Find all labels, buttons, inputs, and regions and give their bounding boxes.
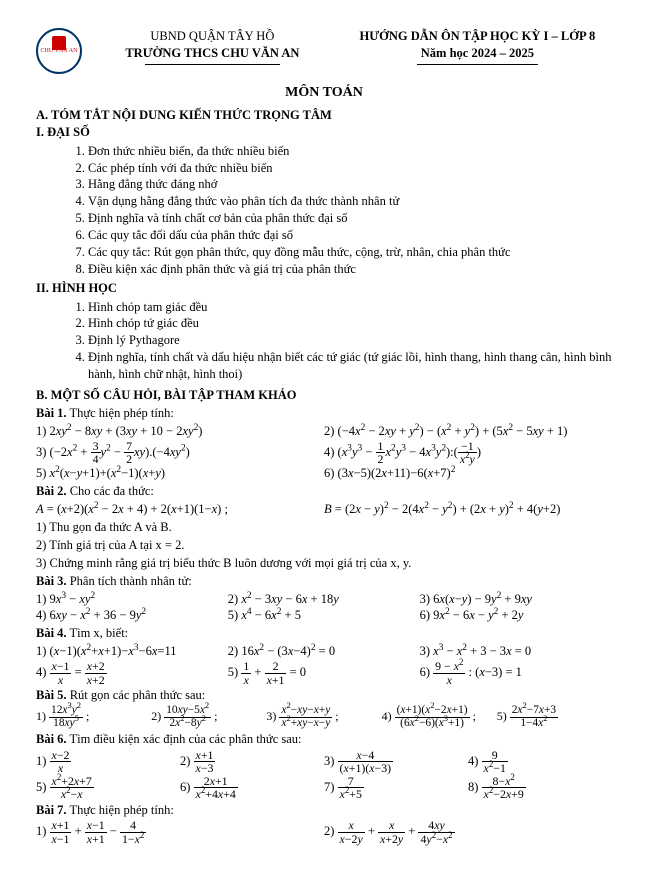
bai7-desc: Thực hiện phép tính: [69,803,173,817]
list-item: Các quy tắc đổi dấu của phân thức đại số [88,227,612,244]
bai2-desc: Cho các đa thức: [70,484,154,498]
bai3-title: Bài 3. [36,574,67,588]
bai7-head: Bài 7. Thực hiện phép tính: [36,802,612,819]
bai1-row2: 3) (−2x2 + 34y2 − 72xy).(−4xy2) 4) (x3y3… [36,440,612,466]
bai6-p7: 7) 7x2+5 [324,775,468,801]
bai5-row: 1) 12x3y218xy5 ; 2) 10xy−5x22x2−8y2 ; 3)… [36,705,612,730]
bai3-p1: 1) 9x3 − xy2 [36,591,228,608]
bai3-p2: 2) x2 − 3xy − 6x + 18y [228,591,420,608]
subject-title: MÔN TOÁN [36,84,612,103]
list-item: Định nghĩa và tính chất cơ bản của phân … [88,210,612,227]
bai1-p4: 4) (x3y3 − 12x2y3 − 4x3y2):(−1x2y) [324,440,612,466]
section-ii-list: Hình chóp tam giác đều Hình chóp tứ giác… [36,299,612,383]
list-item: Hình chóp tam giác đều [88,299,612,316]
bai1-p5: 5) x2(x−y+1)+(x2−1)(x+y) [36,465,324,482]
logo-text: CHU VĂN AN [41,47,78,55]
header-left: UBND QUẬN TÂY HỒ TRƯỜNG THCS CHU VĂN AN [90,28,335,65]
bai5-p5: 5) 2x2−7x+31−4x2 [497,705,612,730]
bai6-p5: 5) x2+2x+7x2−x [36,775,180,801]
school-logo-icon: CHU VĂN AN [36,28,82,74]
list-item: Vận dụng hằng đẳng thức vào phân tích đa… [88,193,612,210]
bai7-p2: 2) xx−2y + xx+2y + 4xy4y2−x2 [324,819,612,845]
bai1-row1: 1) 2xy2 − 8xy + (3xy + 10 − 2xy2) 2) (−4… [36,423,612,440]
bai2-q1: 1) Thu gọn đa thức A và B. [36,519,612,536]
bai4-p1: 1) (x−1)(x2+x+1)−x3−6x=11 [36,643,228,660]
bai2-head: Bài 2. Cho các đa thức: [36,483,612,500]
bai4-title: Bài 4. [36,626,67,640]
bai6-p6: 6) 2x+1x2+4x+4 [180,775,324,801]
bai5-p1: 1) 12x3y218xy5 ; [36,705,151,730]
section-i-list: Đơn thức nhiều biến, đa thức nhiều biến … [36,143,612,278]
bai3-p3: 3) 6x(x−y) − 9y2 + 9xy [420,591,612,608]
bai3-row1: 1) 9x3 − xy2 2) x2 − 3xy − 6x + 18y 3) 6… [36,591,612,608]
bai1-p3: 3) (−2x2 + 34y2 − 72xy).(−4xy2) [36,440,324,466]
section-a-head: A. TÓM TẮT NỘI DUNG KIẾN THỨC TRỌNG TÂM [36,107,612,124]
bai6-p2: 2) x+1x−3 [180,749,324,775]
bai5-title: Bài 5. [36,688,67,702]
bai5-p3: 3) x2−xy−x+yx2+xy−x−y ; [266,705,381,730]
bai2-exprs: A = (x+2)(x2 − 2x + 4) + 2(x+1)(1−x) ; B… [36,501,612,518]
list-item: Hằng đẳng thức đáng nhớ [88,176,612,193]
bai2-B: B = (2x − y)2 − 2(4x2 − y2) + (2x + y)2 … [324,501,612,518]
bai1-row3: 5) x2(x−y+1)+(x2−1)(x+y) 6) (3x−5)(2x+11… [36,465,612,482]
bai6-row2: 5) x2+2x+7x2−x 6) 2x+1x2+4x+4 7) 7x2+5 8… [36,775,612,801]
school-year: Năm học 2024 – 2025 [343,45,612,62]
bai4-desc: Tìm x, biết: [69,626,128,640]
bai1-head: Bài 1. Thực hiện phép tính: [36,405,612,422]
bai3-p6: 6) 9x2 − 6x − y2 + 2y [420,607,612,624]
bai2-A: A = (x+2)(x2 − 2x + 4) + 2(x+1)(1−x) ; [36,501,324,518]
bai7-row: 1) x+1x−1 + x−1x+1 − 41−x2 2) xx−2y + xx… [36,819,612,845]
bai3-p5: 5) x4 − 6x2 + 5 [228,607,420,624]
bai4-p3: 3) x3 − x2 + 3 − 3x = 0 [420,643,612,660]
bai2-q3: 3) Chứng minh rằng giá trị biểu thức B l… [36,555,612,572]
bai4-head: Bài 4. Tìm x, biết: [36,625,612,642]
section-ii-head: II. HÌNH HỌC [36,280,612,297]
bai6-p8: 8) 8−x2x2−2x+9 [468,775,612,801]
bai4-row1: 1) (x−1)(x2+x+1)−x3−6x=11 2) 16x2 − (3x−… [36,643,612,660]
bai1-desc: Thực hiện phép tính: [69,406,173,420]
bai6-desc: Tìm điều kiện xác định của các phân thức… [69,732,301,746]
bai1-title: Bài 1. [36,406,67,420]
header: CHU VĂN AN UBND QUẬN TÂY HỒ TRƯỜNG THCS … [36,28,612,74]
header-right: HƯỚNG DẪN ÔN TẬP HỌC KỲ I – LỚP 8 Năm họ… [343,28,612,65]
section-i-head: I. ĐẠI SỐ [36,124,612,141]
bai2-q2: 2) Tính giá trị của A tại x = 2. [36,537,612,554]
section-b-head: B. MỘT SỐ CÂU HỎI, BÀI TẬP THAM KHẢO [36,387,612,404]
district-line: UBND QUẬN TÂY HỒ [90,28,335,45]
bai4-p2: 2) 16x2 − (3x−4)2 = 0 [228,643,420,660]
bai5-p4: 4) (x+1)(x2−2x+1)(6x2−6)(x3+1) ; [382,705,497,730]
bai1-p6: 6) (3x−5)(2x+11)−6(x+7)2 [324,465,612,482]
bai7-p1: 1) x+1x−1 + x−1x+1 − 41−x2 [36,819,324,845]
bai6-title: Bài 6. [36,732,67,746]
bai6-head: Bài 6. Tìm điều kiện xác định của các ph… [36,731,612,748]
list-item: Đơn thức nhiều biến, đa thức nhiều biến [88,143,612,160]
list-item: Hình chóp tứ giác đều [88,315,612,332]
list-item: Định lý Pythagore [88,332,612,349]
header-rule-left [145,64,280,65]
bai3-desc: Phân tích thành nhân tử: [70,574,192,588]
bai1-p1: 1) 2xy2 − 8xy + (3xy + 10 − 2xy2) [36,423,324,440]
bai5-p2: 2) 10xy−5x22x2−8y2 ; [151,705,266,730]
bai6-row1: 1) x−2x 2) x+1x−3 3) x−4(x+1)(x−3) 4) 9x… [36,749,612,775]
bai1-p2: 2) (−4x2 − 2xy + y2) − (x2 + y2) + (5x2 … [324,423,612,440]
list-item: Các phép tính với đa thức nhiều biến [88,160,612,177]
school-line: TRƯỜNG THCS CHU VĂN AN [90,45,335,62]
bai4-p6: 6) 9 − x2x : (x−3) = 1 [420,660,612,686]
bai2-title: Bài 2. [36,484,67,498]
bai4-p4: 4) x−1x = x+2x+2 [36,660,228,686]
list-item: Định nghĩa, tính chất và dấu hiệu nhận b… [88,349,612,383]
list-item: Các quy tắc: Rút gọn phân thức, quy đồng… [88,244,612,261]
bai6-p4: 4) 9x2−1 [468,749,612,775]
list-item: Điều kiện xác định phân thức và giá trị … [88,261,612,278]
bai3-head: Bài 3. Phân tích thành nhân tử: [36,573,612,590]
bai4-row2: 4) x−1x = x+2x+2 5) 1x + 2x+1 = 0 6) 9 −… [36,660,612,686]
header-rule-right [417,64,538,65]
bai4-p5: 5) 1x + 2x+1 = 0 [228,660,420,686]
bai3-p4: 4) 6xy − x2 + 36 − 9y2 [36,607,228,624]
bai5-desc: Rút gọn các phân thức sau: [70,688,206,702]
guide-title: HƯỚNG DẪN ÔN TẬP HỌC KỲ I – LỚP 8 [343,28,612,45]
bai3-row2: 4) 6xy − x2 + 36 − 9y2 5) x4 − 6x2 + 5 6… [36,607,612,624]
bai7-title: Bài 7. [36,803,67,817]
bai6-p3: 3) x−4(x+1)(x−3) [324,749,468,775]
